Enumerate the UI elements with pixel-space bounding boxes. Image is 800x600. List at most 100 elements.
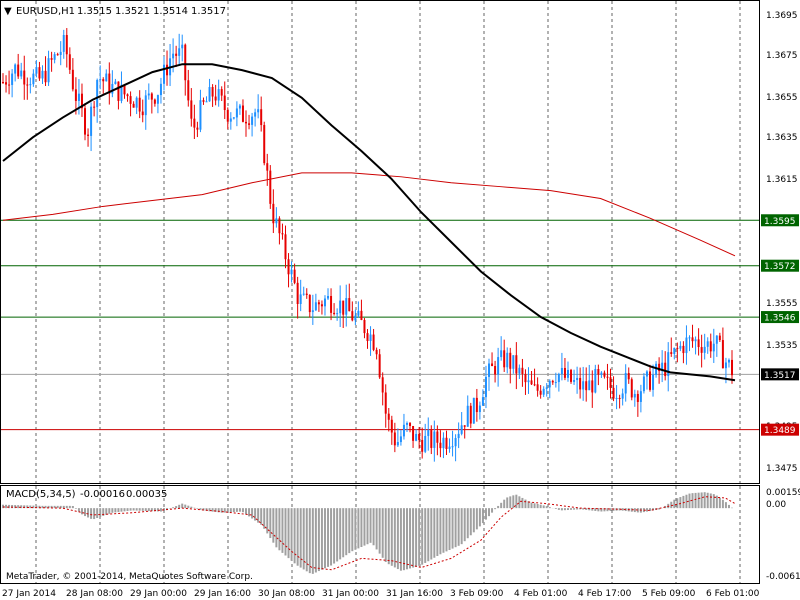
- price-tick: 1.3695: [766, 11, 798, 21]
- candle-body: [111, 83, 114, 94]
- candle-body: [418, 433, 421, 440]
- candle-body: [664, 362, 667, 377]
- candle-body: [454, 438, 457, 447]
- candle-body: [96, 79, 99, 108]
- candle-body: [178, 48, 181, 56]
- candle-body: [108, 73, 111, 94]
- candle-body: [706, 341, 709, 347]
- candle-body: [199, 100, 202, 130]
- candle-body: [676, 347, 679, 349]
- candle-body: [47, 58, 50, 83]
- candle-body: [670, 352, 673, 354]
- candlesticks: [2, 28, 734, 462]
- candle-body: [427, 430, 430, 436]
- candle-body: [445, 437, 448, 449]
- candle-body: [597, 369, 600, 375]
- candle-body: [311, 310, 314, 313]
- candle-body: [412, 425, 415, 441]
- candle-body: [208, 87, 211, 102]
- candle-body: [402, 424, 405, 437]
- candle-body: [150, 93, 153, 100]
- candle-body: [618, 397, 621, 399]
- candle-body: [639, 391, 642, 402]
- candle-body: [308, 294, 311, 313]
- macd-scale-top: 0.00159: [766, 488, 800, 498]
- candle-body: [336, 313, 339, 315]
- candle-body: [563, 367, 566, 378]
- time-label: 4 Feb 01:00: [514, 589, 568, 599]
- candle-body: [512, 355, 515, 369]
- candle-body: [393, 432, 396, 446]
- candle-body: [457, 433, 460, 439]
- candle-body: [77, 93, 80, 101]
- candle-body: [491, 363, 494, 367]
- candle-body: [484, 376, 487, 398]
- candle-body: [506, 352, 509, 368]
- time-label: 4 Feb 17:00: [578, 589, 632, 599]
- candle-body: [132, 103, 135, 108]
- candle-body: [606, 376, 609, 378]
- candle-body: [87, 134, 90, 136]
- candle-body: [123, 84, 126, 95]
- candle-body: [433, 431, 436, 448]
- candle-body: [557, 373, 560, 383]
- candle-body: [570, 369, 573, 382]
- candle-body: [263, 125, 266, 164]
- fast-ma-line: [2, 63, 736, 382]
- price-tick: 1.3615: [766, 175, 798, 185]
- candle-body: [436, 431, 439, 443]
- candle-body: [645, 371, 648, 377]
- time-label: 28 Jan 08:00: [66, 589, 123, 599]
- candle-body: [500, 350, 503, 358]
- candle-body: [630, 379, 633, 398]
- candle-body: [102, 79, 105, 82]
- level-labels: 1.3595 1.3572 1.3546 1.3517 1.3489: [761, 214, 799, 436]
- candle-body: [105, 73, 108, 82]
- candle-body: [147, 93, 150, 96]
- candle-body: [533, 384, 536, 386]
- candle-body: [26, 84, 29, 86]
- candle-body: [214, 96, 217, 101]
- macd-value2: 0.00035: [126, 489, 167, 500]
- candle-body: [424, 435, 427, 452]
- chart-header-symbol: EURUSD,H1: [16, 6, 75, 17]
- candle-body: [354, 315, 357, 321]
- candle-body: [381, 377, 384, 393]
- candle-body: [342, 300, 345, 315]
- candle-body: [718, 335, 721, 341]
- candle-body: [360, 310, 363, 320]
- candle-body: [248, 123, 251, 125]
- candle-body: [278, 218, 281, 234]
- candle-body: [260, 109, 263, 126]
- candle-body: [536, 384, 539, 391]
- candle-body: [232, 117, 235, 119]
- candle-body: [14, 64, 17, 74]
- candle-body: [658, 363, 661, 372]
- candle-body: [627, 372, 630, 380]
- candle-body: [357, 310, 360, 316]
- candle-body: [545, 387, 548, 389]
- candle-body: [62, 34, 65, 52]
- candle-body: [20, 70, 23, 77]
- candle-body: [585, 381, 588, 391]
- candle-body: [679, 345, 682, 349]
- candle-body: [697, 339, 700, 348]
- candle-body: [721, 340, 724, 369]
- candle-body: [387, 413, 390, 420]
- candle-body: [141, 111, 144, 116]
- macd-value1: -0.00016: [80, 489, 125, 500]
- candle-body: [624, 372, 627, 394]
- macd-scale-zero: 0.00: [766, 500, 786, 510]
- candle-body: [369, 334, 372, 342]
- candle-body: [159, 83, 162, 96]
- candle-body: [530, 380, 533, 385]
- level-label: 1.3595: [764, 217, 796, 227]
- chart-header-arrow-icon[interactable]: ▼: [4, 6, 12, 17]
- candle-body: [652, 374, 655, 390]
- candle-body: [375, 349, 378, 355]
- candle-body: [254, 112, 257, 117]
- candle-body: [184, 44, 187, 81]
- candle-body: [396, 442, 399, 446]
- candle-body: [11, 73, 14, 85]
